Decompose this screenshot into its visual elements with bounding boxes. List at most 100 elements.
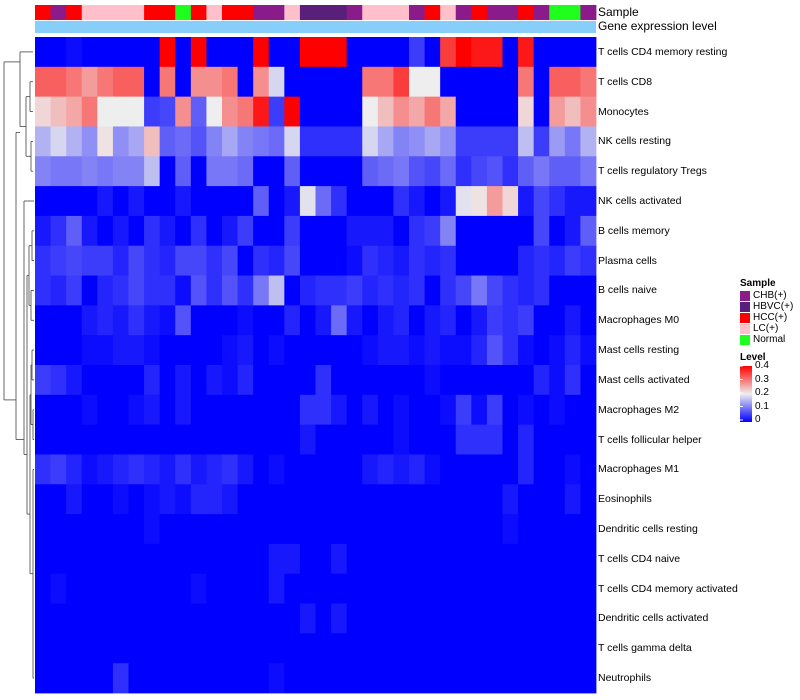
heatmap-cell	[455, 186, 472, 217]
sample-annotation-cell	[580, 5, 597, 20]
heatmap-cell	[206, 603, 223, 634]
heatmap-cell	[564, 543, 581, 575]
heatmap-cell	[97, 365, 114, 396]
heatmap-cell	[128, 603, 145, 634]
heatmap-cell	[424, 156, 441, 187]
heatmap-cell	[112, 394, 129, 426]
heatmap-cell	[502, 365, 519, 396]
heatmap-cell	[502, 663, 519, 694]
heatmap-cell	[362, 514, 379, 545]
heatmap-cell	[486, 603, 503, 634]
sample-annotation-cell	[97, 5, 114, 20]
heatmap-cell	[190, 603, 207, 634]
heatmap-cell	[331, 215, 348, 247]
heatmap-cell	[159, 186, 176, 217]
heatmap-cell	[35, 484, 51, 515]
heatmap-cell	[346, 66, 363, 98]
heatmap-cell	[284, 514, 301, 545]
heatmap-cell	[284, 633, 301, 664]
heatmap-cell	[424, 215, 441, 247]
heatmap-cell	[471, 543, 488, 575]
heatmap-cell	[362, 543, 379, 575]
heatmap-cell	[564, 424, 581, 455]
heatmap-cell	[253, 305, 270, 336]
heatmap-cell	[35, 603, 51, 634]
heatmap-cell	[549, 603, 566, 634]
heatmap-cell	[81, 245, 98, 276]
heatmap-cell	[175, 275, 192, 306]
heatmap-cell	[362, 335, 379, 366]
heatmap-cell	[315, 245, 332, 276]
sample-annotation-cell	[35, 5, 51, 20]
sample-annotation-cell	[424, 5, 441, 20]
heatmap-cell	[144, 335, 161, 366]
heatmap-cell	[471, 37, 488, 68]
heatmap-cell	[222, 126, 238, 157]
heatmap-cell	[268, 215, 285, 247]
heatmap-cell	[346, 603, 363, 634]
heatmap-cell	[518, 66, 535, 98]
row-label: Dendritic cells resting	[598, 523, 698, 535]
heatmap-cell	[253, 126, 270, 157]
heatmap-cell	[222, 186, 238, 217]
heatmap-cell	[268, 484, 285, 515]
heatmap-cell	[362, 126, 379, 157]
heatmap-cell	[112, 484, 129, 515]
heatmap-cell	[66, 66, 83, 98]
heatmap-cell	[253, 663, 270, 694]
heatmap-cell	[455, 275, 472, 306]
heatmap-cell	[409, 305, 425, 336]
heatmap-cell	[518, 484, 535, 515]
heatmap-cell	[128, 96, 145, 127]
sample-annotation-cell	[346, 5, 363, 20]
heatmap-cell	[144, 156, 161, 187]
heatmap-cell	[97, 96, 114, 127]
heatmap-cell	[128, 66, 145, 98]
heatmap-cell	[518, 514, 535, 545]
sample-annotation-cell	[112, 5, 129, 20]
heatmap-cell	[440, 424, 457, 455]
heatmap-cell	[97, 573, 114, 604]
heatmap-cell	[533, 335, 550, 366]
heatmap-cell	[299, 186, 316, 217]
heatmap-cell	[440, 156, 457, 187]
heatmap-cell	[518, 37, 535, 68]
heatmap-cell	[533, 186, 550, 217]
heatmap-cell	[66, 633, 83, 664]
heatmap-cell	[424, 663, 441, 694]
legend-item-label: HBVC(+)	[753, 301, 794, 312]
sample-annotation-cell	[206, 5, 223, 20]
heatmap-cell	[409, 633, 425, 664]
heatmap-cell	[206, 394, 223, 426]
heatmap-cell	[268, 365, 285, 396]
heatmap-cell	[253, 394, 270, 426]
heatmap-cell	[159, 573, 176, 604]
heatmap-cell	[237, 335, 254, 366]
heatmap-cell	[268, 126, 285, 157]
heatmap-cell	[284, 573, 301, 604]
heatmap-cell	[455, 394, 472, 426]
heatmap-cell	[502, 543, 519, 575]
heatmap-cell	[471, 454, 488, 485]
heatmap-cell	[518, 663, 535, 694]
heatmap-cell	[331, 543, 348, 575]
heatmap-cell	[486, 37, 503, 68]
heatmap-cell	[222, 484, 238, 515]
heatmap-cell	[362, 305, 379, 336]
heatmap-cell	[97, 186, 114, 217]
heatmap-cell	[315, 156, 332, 187]
heatmap-cell	[222, 245, 238, 276]
heatmap-cell	[97, 603, 114, 634]
annotation-track-label: Gene expression level	[598, 19, 717, 33]
annotation-track-label: Sample	[598, 5, 639, 19]
heatmap-cell	[471, 633, 488, 664]
heatmap-cell	[268, 543, 285, 575]
heatmap-cell	[424, 573, 441, 604]
heatmap-cell	[268, 186, 285, 217]
heatmap-cell	[362, 603, 379, 634]
sample-annotation-cell	[237, 5, 254, 20]
heatmap-cell	[580, 126, 597, 157]
heatmap-cell	[112, 126, 129, 157]
heatmap-cell	[580, 573, 597, 604]
